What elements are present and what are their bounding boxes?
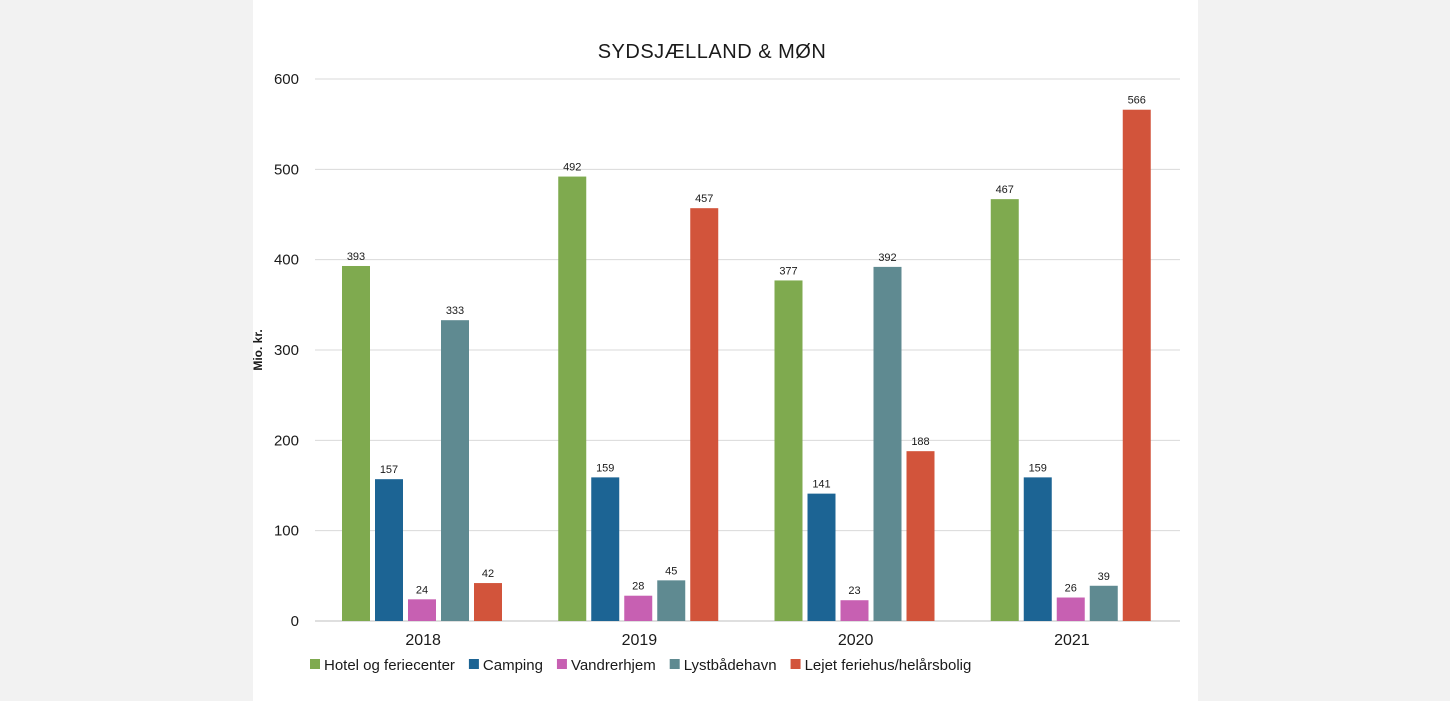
- bar-lejet-feriehus-helårsbolig-2019: [690, 208, 719, 621]
- bar-camping-2021: [1023, 477, 1052, 621]
- data-label: 333: [446, 305, 464, 317]
- data-label: 392: [878, 252, 896, 264]
- data-label: 393: [347, 251, 365, 263]
- data-label: 141: [812, 479, 830, 491]
- data-label: 457: [695, 193, 713, 205]
- bar-lystbådehavn-2021: [1089, 585, 1118, 621]
- y-tick-label: 600: [274, 71, 299, 88]
- data-label: 42: [482, 568, 494, 580]
- chart-panel: SYDSJÆLLAND & MØN Mio. kr. 0 100 200 300 400…: [253, 0, 1198, 701]
- data-label: 26: [1065, 583, 1077, 595]
- bar-vandrerhjem-2019: [624, 595, 653, 621]
- data-label: 467: [996, 184, 1014, 196]
- data-label: 377: [779, 265, 797, 277]
- x-tick-label: 2019: [622, 632, 658, 649]
- bar-lystbådehavn-2018: [441, 320, 469, 621]
- y-tick-label: 300: [274, 342, 299, 359]
- legend-label: Lejet feriehus/helårsbolig: [805, 657, 972, 674]
- data-label: 566: [1128, 95, 1146, 107]
- legend-label: Vandrerhjem: [571, 657, 656, 674]
- y-tick-label: 100: [274, 523, 299, 540]
- legend-swatch: [556, 659, 567, 669]
- bar-vandrerhjem-2018: [408, 599, 436, 621]
- legend: Hotel og feriecenter Camping Vandrerhjem Ly…: [310, 657, 971, 674]
- legend-label: Camping: [483, 657, 543, 674]
- y-axis-label: Mio. kr.: [253, 329, 265, 370]
- bar-lystbådehavn-2020: [873, 266, 902, 621]
- data-label: 159: [1029, 462, 1047, 474]
- data-label: 159: [596, 462, 614, 474]
- y-tick-label: 0: [291, 613, 299, 630]
- data-label: 492: [563, 162, 581, 174]
- y-tick-label: 200: [274, 432, 299, 449]
- y-tick-label: 400: [274, 252, 299, 269]
- data-label: 24: [416, 584, 428, 596]
- bars: [342, 109, 1151, 622]
- legend-label: Hotel og feriecenter: [324, 657, 455, 674]
- data-labels: 393 157 24 333 42 492 159 28 45 457 377 141 23 392 188…: [347, 95, 1146, 598]
- bar-hotel-og-feriecenter-2018: [342, 265, 370, 621]
- bar-lystbådehavn-2019: [657, 580, 686, 621]
- x-tick-label: 2018: [405, 632, 441, 649]
- bar-lejet-feriehus-helårsbolig-2018: [474, 583, 502, 621]
- y-axis: 0 100 200 300 400 500 600: [274, 71, 299, 630]
- data-label: 188: [911, 436, 929, 448]
- legend-swatch: [790, 659, 801, 669]
- bar-camping-2018: [375, 479, 403, 621]
- x-axis: 2018 2019 2020 2021: [405, 632, 1089, 649]
- y-tick-label: 500: [274, 161, 299, 178]
- x-tick-label: 2021: [1054, 632, 1090, 649]
- x-tick-label: 2020: [838, 632, 874, 649]
- bar-hotel-og-feriecenter-2019: [558, 176, 587, 621]
- data-label: 39: [1098, 571, 1110, 583]
- bar-camping-2020: [807, 493, 836, 621]
- bar-lejet-feriehus-helårsbolig-2020: [906, 451, 935, 621]
- legend-swatch: [310, 659, 320, 669]
- chart: SYDSJÆLLAND & MØN Mio. kr. 0 100 200 300 400…: [253, 41, 1180, 674]
- legend-swatch: [669, 659, 680, 669]
- chart-title: SYDSJÆLLAND & MØN: [598, 41, 827, 63]
- data-label: 157: [380, 464, 398, 476]
- bar-hotel-og-feriecenter-2021: [990, 199, 1019, 622]
- bar-lejet-feriehus-helårsbolig-2021: [1122, 109, 1151, 622]
- data-label: 45: [665, 565, 677, 577]
- legend-label: Lystbådehavn: [684, 657, 777, 674]
- data-label: 23: [848, 585, 860, 597]
- data-label: 28: [632, 581, 644, 593]
- legend-swatch: [468, 659, 479, 669]
- bar-hotel-og-feriecenter-2020: [774, 280, 803, 621]
- bar-vandrerhjem-2020: [840, 600, 869, 621]
- bar-vandrerhjem-2021: [1056, 597, 1085, 621]
- bar-camping-2019: [591, 477, 620, 621]
